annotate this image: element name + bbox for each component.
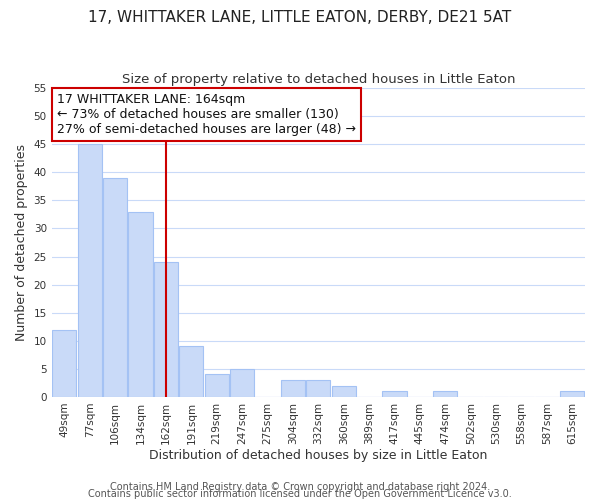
Title: Size of property relative to detached houses in Little Eaton: Size of property relative to detached ho… (122, 72, 515, 86)
X-axis label: Distribution of detached houses by size in Little Eaton: Distribution of detached houses by size … (149, 450, 488, 462)
Bar (560, 392, 584, 397)
Bar (128, 212, 152, 397)
Text: 17 WHITTAKER LANE: 164sqm
← 73% of detached houses are smaller (130)
27% of semi: 17 WHITTAKER LANE: 164sqm ← 73% of detac… (57, 92, 356, 136)
Text: 17, WHITTAKER LANE, LITTLE EATON, DERBY, DE21 5AT: 17, WHITTAKER LANE, LITTLE EATON, DERBY,… (88, 10, 512, 25)
Bar (281, 380, 305, 397)
Bar (332, 386, 356, 397)
Bar (77, 144, 102, 397)
Bar (154, 262, 178, 397)
Bar (306, 380, 331, 397)
Bar (382, 392, 407, 397)
Text: Contains HM Land Registry data © Crown copyright and database right 2024.: Contains HM Land Registry data © Crown c… (110, 482, 490, 492)
Bar (230, 369, 254, 397)
Y-axis label: Number of detached properties: Number of detached properties (15, 144, 28, 341)
Bar (179, 346, 203, 397)
Bar (205, 374, 229, 397)
Text: Contains public sector information licensed under the Open Government Licence v3: Contains public sector information licen… (88, 489, 512, 499)
Bar (52, 330, 76, 397)
Bar (433, 392, 457, 397)
Bar (103, 178, 127, 397)
